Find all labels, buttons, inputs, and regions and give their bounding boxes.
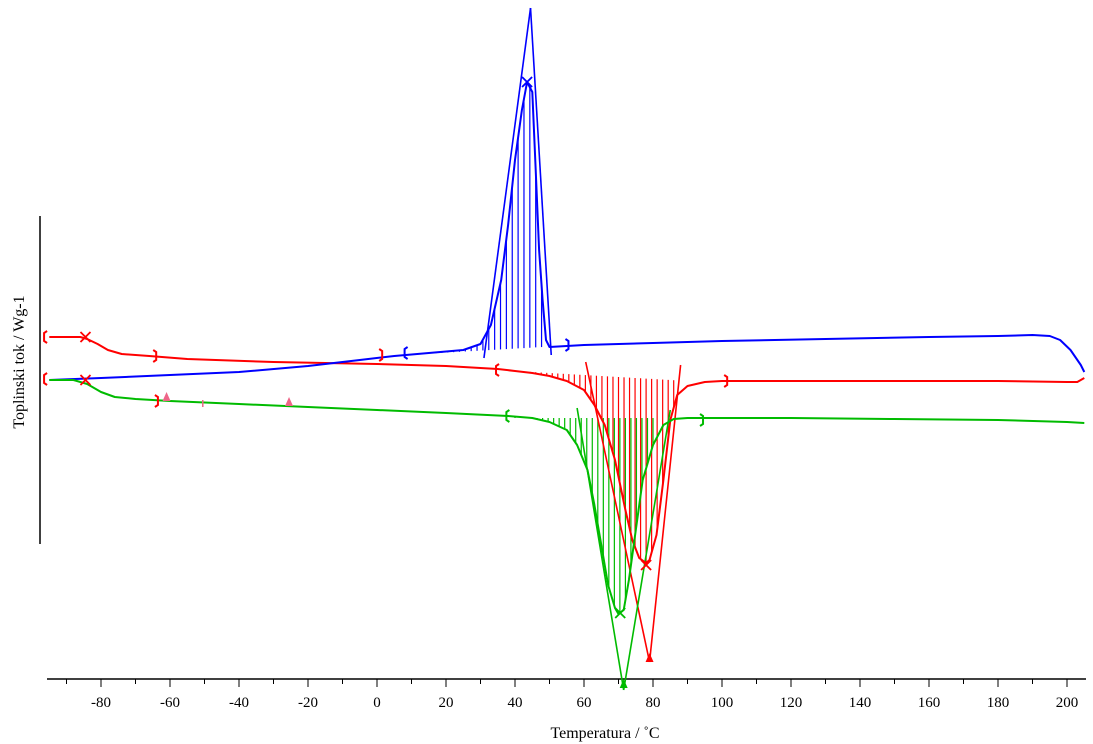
y-axis-label: Toplinski tok / Wg-1 xyxy=(11,295,28,428)
peak-marker xyxy=(614,607,626,619)
peak-marker xyxy=(79,374,92,386)
limit-marker xyxy=(378,348,384,362)
x-axis-label: Temperatura / ˚C xyxy=(550,725,659,742)
series-line xyxy=(49,336,1085,564)
peak-marker xyxy=(619,679,628,688)
limit-marker xyxy=(154,394,159,408)
limit-marker xyxy=(403,346,409,360)
limit-marker xyxy=(495,363,500,377)
baseline-tangents xyxy=(483,7,682,691)
x-tick-label: 20 xyxy=(439,695,454,711)
x-tick-label: 40 xyxy=(508,695,523,711)
x-tick-label: -40 xyxy=(229,695,249,711)
tangent-line xyxy=(648,364,682,663)
x-tick-label: 0 xyxy=(373,695,381,711)
limit-marker xyxy=(152,349,158,363)
x-ticks xyxy=(66,679,1068,687)
x-tick-labels: -80 -60 -40 -20 0 20 40 60 80 100 120 140 160 180 200 xyxy=(91,695,1078,711)
limit-marker xyxy=(43,330,48,344)
x-tick-label: 100 xyxy=(711,695,734,711)
x-tick-label: 140 xyxy=(849,695,872,711)
x-tick-label: 160 xyxy=(918,695,941,711)
tangent-line xyxy=(529,7,553,356)
limit-marker xyxy=(43,372,48,386)
peak-marker xyxy=(79,331,92,343)
x-tick-label: 60 xyxy=(577,695,592,711)
series-line xyxy=(49,81,1086,381)
limit-marker xyxy=(505,409,510,423)
peak-marker xyxy=(162,392,171,401)
series-lines xyxy=(49,81,1086,615)
x-tick-label: 200 xyxy=(1056,695,1079,711)
x-tick-label: -20 xyxy=(298,695,318,711)
peak-marker xyxy=(645,653,654,662)
x-tick-label: -60 xyxy=(160,695,180,711)
tangent-line xyxy=(584,361,651,663)
peak-hatching xyxy=(417,87,675,613)
limit-marker xyxy=(699,413,705,427)
tangent-line xyxy=(576,407,625,691)
x-tick-label: -80 xyxy=(91,695,111,711)
x-tick-label: 120 xyxy=(780,695,803,711)
limit-marker xyxy=(723,374,729,388)
series-line xyxy=(49,379,1085,615)
limit-marker xyxy=(564,338,570,352)
limit-markers xyxy=(43,76,729,688)
peak-marker xyxy=(640,559,652,571)
peak-marker xyxy=(521,76,533,88)
tangent-line xyxy=(622,409,672,691)
x-tick-label: 180 xyxy=(987,695,1010,711)
tangent-line xyxy=(483,7,532,359)
peak-marker xyxy=(285,397,294,406)
x-tick-label: 80 xyxy=(646,695,661,711)
